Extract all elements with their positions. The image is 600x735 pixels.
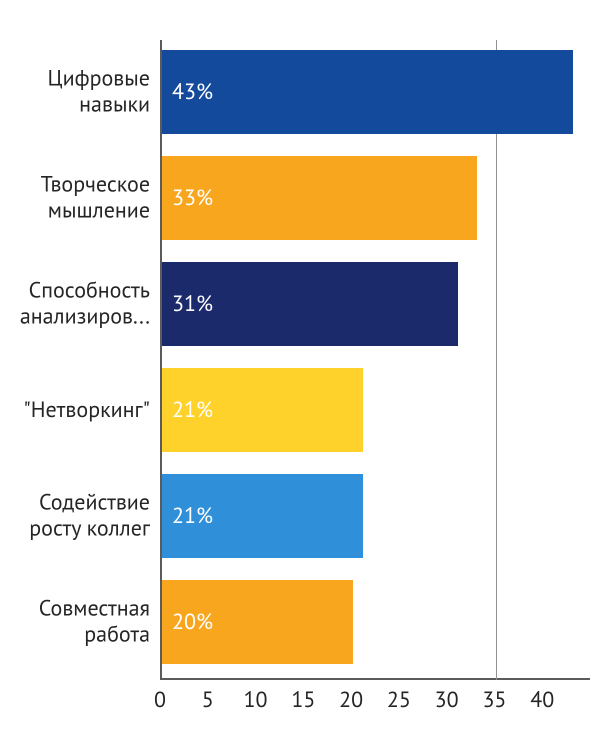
category-label: Способность анализиров... — [0, 278, 150, 331]
x-tick-label: 25 — [387, 686, 411, 714]
bar-value-label: 33% — [172, 184, 213, 212]
x-tick-label: 20 — [339, 686, 363, 714]
bar: 43% — [162, 50, 573, 134]
bar: 20% — [162, 580, 353, 664]
category-label: Содействие росту коллег — [0, 490, 150, 543]
x-tick-label: 10 — [244, 686, 268, 714]
bar: 21% — [162, 368, 363, 452]
bar: 21% — [162, 474, 363, 558]
bar-value-label: 21% — [172, 502, 213, 530]
category-label: Совместная работа — [0, 596, 150, 649]
category-label: Цифровые навыки — [0, 66, 150, 119]
x-tick-label: 5 — [202, 686, 214, 714]
bar-value-label: 21% — [172, 396, 213, 424]
skills-bar-chart: 43% 33% 31% 21% 21% 20% Цифровые навыки Творче… — [0, 0, 600, 735]
bar-value-label: 31% — [172, 290, 213, 318]
x-tick-label: 15 — [291, 686, 315, 714]
x-tick-label: 30 — [435, 686, 459, 714]
bar-value-label: 20% — [172, 608, 213, 636]
bar-value-label: 43% — [172, 78, 213, 106]
bar: 31% — [162, 262, 458, 346]
bar: 33% — [162, 156, 477, 240]
x-tick-label: 0 — [154, 686, 166, 714]
plot-area: 43% 33% 31% 21% 21% 20% — [160, 40, 590, 680]
category-label: Творческое мышление — [0, 172, 150, 225]
x-tick-label: 35 — [482, 686, 506, 714]
gridline — [496, 40, 497, 680]
category-label: "Нетворкинг" — [0, 397, 150, 423]
x-tick-label: 40 — [530, 686, 554, 714]
